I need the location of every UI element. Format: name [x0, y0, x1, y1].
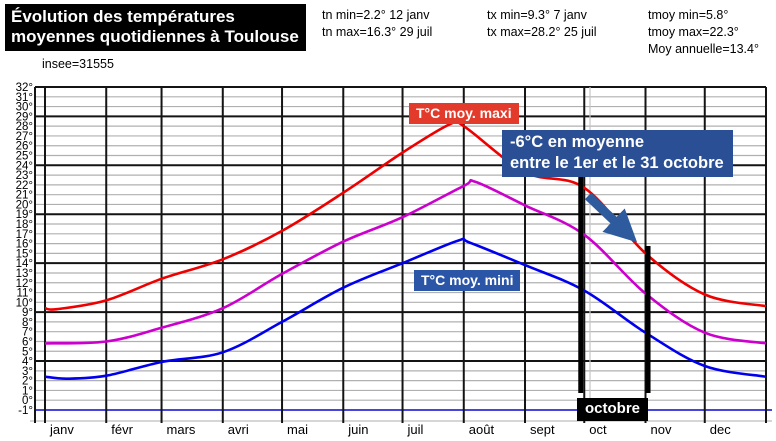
- svg-text:31°: 31°: [16, 92, 33, 104]
- svg-text:24°: 24°: [16, 160, 33, 172]
- temperature-drop-arrow-icon: [584, 192, 638, 243]
- stat-tx-min: tx min=9.3° 7 janv: [487, 8, 587, 22]
- stats-tx: tx min=9.3° 7 janv tx max=28.2° 25 juil: [487, 7, 597, 41]
- svg-text:janv: janv: [49, 422, 74, 437]
- insee-code: insee=31555: [42, 57, 114, 71]
- stat-moy-annuelle: Moy annuelle=13.4°: [648, 42, 759, 56]
- svg-text:5°: 5°: [22, 346, 33, 358]
- stat-tx-max: tx max=28.2° 25 juil: [487, 25, 597, 39]
- maxi-series-label: T°C moy. maxi: [409, 103, 519, 124]
- svg-text:27°: 27°: [16, 131, 33, 143]
- svg-text:sept: sept: [530, 422, 555, 437]
- svg-text:18°: 18°: [16, 219, 33, 231]
- svg-text:32°: 32°: [16, 82, 33, 94]
- svg-text:9°: 9°: [22, 307, 33, 319]
- svg-text:13°: 13°: [16, 268, 33, 280]
- svg-text:oct: oct: [589, 422, 607, 437]
- svg-text:févr: févr: [111, 422, 133, 437]
- svg-text:nov: nov: [651, 422, 672, 437]
- svg-text:juil: juil: [407, 422, 424, 437]
- stat-tn-min: tn min=2.2° 12 janv: [322, 8, 430, 22]
- svg-text:2°: 2°: [22, 376, 33, 388]
- svg-text:14°: 14°: [16, 258, 33, 270]
- svg-text:21°: 21°: [16, 190, 33, 202]
- svg-text:7°: 7°: [22, 327, 33, 339]
- svg-text:4°: 4°: [22, 356, 33, 368]
- stats-tmoy: tmoy min=5.8° tmoy max=22.3° Moy annuell…: [648, 7, 759, 58]
- svg-text:août: août: [469, 422, 495, 437]
- svg-text:29°: 29°: [16, 111, 33, 123]
- svg-text:22°: 22°: [16, 180, 33, 192]
- page-title: Évolution des températures moyennes quot…: [5, 4, 306, 51]
- stat-tmoy-max: tmoy max=22.3°: [648, 25, 739, 39]
- svg-text:mai: mai: [287, 422, 308, 437]
- curve-t-moyenne: [44, 178, 767, 345]
- page-title-line1: Évolution des températures: [11, 7, 235, 26]
- svg-text:26°: 26°: [16, 141, 33, 153]
- annotation-line2: entre le 1er et le 31 octobre: [510, 154, 724, 172]
- svg-text:6°: 6°: [22, 336, 33, 348]
- y-axis-labels: 32°31°30°29°28°27°26°25°24°23°22°21°20°1…: [16, 82, 33, 417]
- curve-t-moy-mini: [44, 237, 767, 381]
- svg-text:3°: 3°: [22, 366, 33, 378]
- svg-text:28°: 28°: [16, 121, 33, 133]
- stat-tmoy-min: tmoy min=5.8°: [648, 8, 729, 22]
- october-end-bar: [645, 246, 651, 393]
- svg-text:20°: 20°: [16, 199, 33, 211]
- x-axis-labels: janv févr mars avri mai juin juil août sept oct no…: [49, 422, 731, 437]
- svg-text:17°: 17°: [16, 229, 33, 241]
- svg-text:1°: 1°: [22, 385, 33, 397]
- stat-tn-max: tn max=16.3° 29 juil: [322, 25, 433, 39]
- svg-text:15°: 15°: [16, 248, 33, 260]
- svg-text:10°: 10°: [16, 297, 33, 309]
- page-title-line2: moyennes quotidiennes à Toulouse: [11, 27, 299, 46]
- svg-text:11°: 11°: [16, 288, 33, 300]
- stats-tn: tn min=2.2° 12 janv tn max=16.3° 29 juil: [322, 7, 432, 41]
- svg-text:12°: 12°: [16, 278, 33, 290]
- october-month-badge: octobre: [577, 398, 649, 421]
- svg-text:dec: dec: [710, 422, 731, 437]
- annotation-line1: -6°C en moyenne: [510, 133, 645, 151]
- svg-text:30°: 30°: [16, 102, 33, 114]
- svg-text:25°: 25°: [16, 151, 33, 163]
- svg-text:avri: avri: [228, 422, 249, 437]
- svg-text:16°: 16°: [16, 239, 33, 251]
- october-drop-annotation: -6°C en moyenne entre le 1er et le 31 oc…: [502, 130, 733, 177]
- svg-text:8°: 8°: [22, 317, 33, 329]
- svg-text:mars: mars: [167, 422, 196, 437]
- mini-series-label: T°C moy. mini: [414, 270, 521, 291]
- svg-text:19°: 19°: [16, 209, 33, 221]
- october-start-bar: [578, 176, 584, 393]
- svg-text:juin: juin: [347, 422, 368, 437]
- svg-text:23°: 23°: [16, 170, 33, 182]
- svg-text:0°: 0°: [22, 395, 33, 407]
- horizontal-gridlines: [30, 86, 772, 422]
- svg-text:-1°: -1°: [18, 405, 33, 417]
